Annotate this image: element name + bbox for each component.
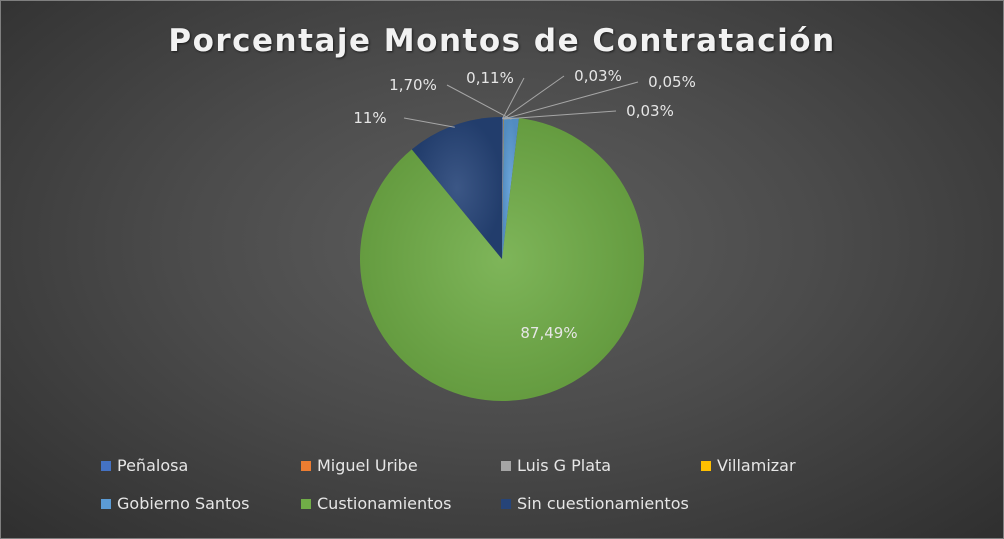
legend-swatch [101,498,111,509]
data-label-miguel-uribe: 0,03% [574,67,622,85]
leader-line-penalosa [502,77,525,120]
legend-label: Sin cuestionamientos [517,494,689,513]
legend-label: Villamizar [717,456,796,475]
legend-item-custionamientos: Custionamientos [301,494,501,513]
data-label-gobierno-santos: 1,70% [389,76,437,94]
data-label-luis-g-plata: 0,05% [648,73,696,91]
legend-item-penalosa: Peñalosa [101,456,301,475]
legend-item-villamizar: Villamizar [701,456,861,475]
legend-swatch [501,498,511,509]
legend-label: Luis G Plata [517,456,612,475]
leader-line-sin-cuestionamientos [403,117,455,128]
legend-swatch [301,498,311,509]
legend-item-luis-g-plata: Luis G Plata [501,456,701,475]
leader-line-gobierno-santos [446,84,512,120]
legend-label: Custionamientos [317,494,452,513]
legend-label: Miguel Uribe [317,456,418,475]
chart-title: Porcentaje Montos de Contratación [168,23,836,59]
legend-item-sin-cuestionamientos: Sin cuestionamientos [501,494,701,513]
data-label-penalosa: 0,11% [466,69,514,87]
leader-line-miguel-uribe [502,75,565,120]
legend-swatch [101,460,111,471]
legend-swatch [301,460,311,471]
leader-line-villamizar [503,110,617,120]
legend-swatch [501,460,511,471]
legend-swatch [701,460,711,471]
leader-line-luis-g-plata [503,81,639,120]
legend: Peñalosa Miguel Uribe Luis G Plata Villamiz… [101,456,861,513]
data-label-sin-cuestionamientos: 11% [353,109,386,127]
data-label-villamizar: 0,03% [626,102,674,120]
legend-label: Peñalosa [117,456,189,475]
data-label-custionamientos: 87,49% [520,324,577,342]
legend-item-miguel-uribe: Miguel Uribe [301,456,501,475]
legend-item-gobierno-santos: Gobierno Santos [101,494,301,513]
legend-label: Gobierno Santos [117,494,250,513]
